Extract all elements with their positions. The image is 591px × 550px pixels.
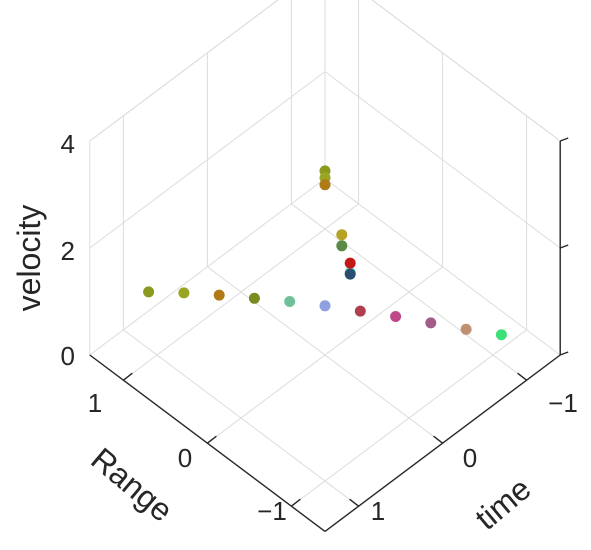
- z-tick-label-4: 4: [61, 129, 75, 159]
- z-tick-mark: [559, 244, 569, 249]
- wall-grid-line: [89, 178, 326, 356]
- floor-grid-line: [291, 329, 527, 507]
- z-tick-mark: [559, 351, 569, 356]
- data-point: [213, 289, 225, 301]
- time-tick-mark: [206, 435, 217, 444]
- time-tick-mark: [122, 372, 133, 381]
- range-axis-label: Range: [84, 440, 179, 528]
- box-edge: [371, 0, 561, 142]
- data-point: [460, 323, 472, 335]
- z-tick-label-2: 2: [61, 236, 75, 266]
- time-axis-label: time: [468, 470, 537, 536]
- time-tick-label-0: 0: [463, 443, 477, 473]
- wall-grid-line: [324, 71, 561, 249]
- floor-grid-line: [207, 266, 443, 444]
- data-point: [390, 311, 402, 322]
- z-tick-label-0: 0: [61, 341, 75, 371]
- range-tick-mark: [517, 372, 528, 381]
- time-tick-mark: [290, 498, 301, 507]
- data-point: [344, 268, 356, 280]
- data-point: [319, 179, 331, 191]
- wall-grid-line: [324, 178, 561, 356]
- data-point: [336, 229, 348, 241]
- data-point: [248, 292, 260, 304]
- data-point: [425, 317, 437, 329]
- range-tick-label-neg1: −1: [257, 496, 287, 526]
- data-point: [344, 257, 356, 269]
- time-tick-label-1: 1: [371, 496, 385, 526]
- axes: [89, 137, 569, 532]
- data-point: [319, 300, 331, 312]
- range-tick-label-1: 1: [88, 388, 102, 418]
- z-tick-mark: [559, 137, 569, 142]
- range-tick-mark: [349, 498, 360, 507]
- data-point: [354, 305, 366, 317]
- data-point: [178, 287, 190, 299]
- z-axis-label: velocity: [11, 205, 47, 312]
- box-edge: [89, 0, 279, 142]
- time-tick-label-neg1: −1: [548, 388, 578, 418]
- data-points: [143, 165, 507, 341]
- wall-grid-line: [89, 71, 326, 249]
- grid-lines: [89, 0, 561, 507]
- range-tick-label-0: 0: [178, 443, 192, 473]
- data-point: [336, 240, 348, 252]
- data-point: [495, 329, 507, 341]
- floor-grid-line: [123, 203, 359, 381]
- range-tick-mark: [433, 435, 444, 444]
- data-point: [284, 296, 296, 307]
- data-point: [143, 286, 155, 298]
